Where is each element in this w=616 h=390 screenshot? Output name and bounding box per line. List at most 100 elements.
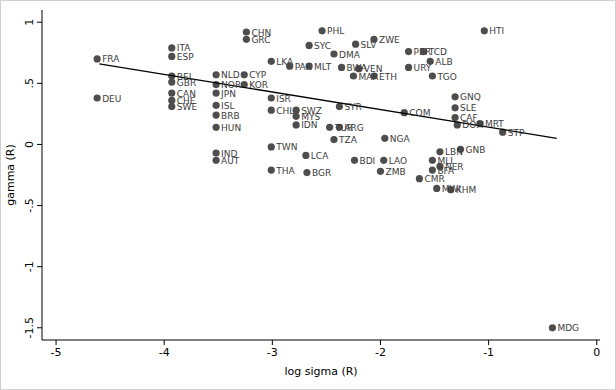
point-labels: FRADEUITAESPBELGBRCANCHESWENLDNORJPNISLB… (102, 26, 579, 333)
point (268, 143, 275, 150)
point (433, 185, 440, 192)
point-label: TCD (428, 47, 447, 57)
x-tick-label: -1 (483, 346, 494, 359)
point-label: MRT (485, 119, 504, 129)
point-label: ZWE (379, 35, 400, 45)
point-label: ISR (276, 94, 291, 104)
point-label: HUN (221, 123, 241, 133)
point-label: NLD (221, 70, 240, 80)
point (168, 53, 175, 60)
point (268, 94, 275, 101)
point-label: LKA (276, 57, 294, 67)
point (302, 152, 309, 159)
point-label: TWN (275, 142, 297, 152)
y-tick-label: 1 (23, 19, 36, 26)
y-tick (37, 266, 42, 267)
point-label: GNB (466, 145, 486, 155)
y-tick-label: -1.5 (23, 317, 36, 338)
x-axis (42, 340, 600, 341)
point (451, 114, 458, 121)
point-label: BRB (221, 111, 240, 121)
point-label: KHM (456, 185, 476, 195)
point-label: GBR (177, 78, 196, 88)
x-tick-label: -4 (159, 346, 170, 359)
point (380, 157, 387, 164)
point (429, 167, 436, 174)
point (293, 121, 300, 128)
point (94, 55, 101, 62)
point-label: SLV (361, 40, 378, 50)
point (213, 71, 220, 78)
point-label: TUR (334, 123, 353, 133)
point-label: LCA (311, 151, 329, 161)
point-label: GNQ (460, 92, 481, 102)
y-tick-label: -.5 (23, 198, 36, 212)
point-label: DEU (102, 94, 121, 104)
x-tick-label: -2 (375, 346, 386, 359)
point-label: COM (409, 108, 430, 118)
point (326, 124, 333, 131)
point-label: CAF (460, 113, 478, 123)
point (481, 27, 488, 34)
point-label: AUT (221, 156, 240, 166)
point (268, 107, 275, 114)
point (243, 28, 250, 35)
point-label: JPN (220, 89, 236, 99)
point-label: ETH (379, 72, 397, 82)
y-axis-title: gamma (R) (4, 144, 17, 206)
point-label: FRA (102, 54, 120, 64)
point-label: PAK (295, 62, 313, 72)
point-label: SLE (460, 103, 477, 113)
point (429, 157, 436, 164)
point-label: BDI (360, 156, 376, 166)
point (436, 148, 443, 155)
point-label: HTI (489, 26, 504, 36)
point-label: GRC (251, 35, 270, 45)
point (241, 71, 248, 78)
point (213, 112, 220, 119)
point (303, 169, 310, 176)
point (168, 44, 175, 51)
y-tick (37, 327, 42, 328)
point (377, 168, 384, 175)
point (338, 64, 345, 71)
point (330, 50, 337, 57)
point-label: CHL (276, 106, 294, 116)
point-label: CYP (249, 70, 267, 80)
point (213, 102, 220, 109)
point-label: IDN (301, 120, 317, 130)
x-tick (380, 340, 381, 345)
point-label: SYR (344, 102, 361, 112)
point-label: BGR (312, 168, 331, 178)
point (381, 135, 388, 142)
point-label: TGO (436, 72, 457, 82)
chart: -5-4-3-2-10-1.5-1-.50.51log sigma (R)gam… (0, 0, 616, 390)
point (429, 72, 436, 79)
point-label: MLT (314, 62, 332, 72)
point (405, 48, 412, 55)
point (350, 72, 357, 79)
point-label: ALB (435, 57, 452, 67)
point (416, 175, 423, 182)
point (351, 157, 358, 164)
point (330, 136, 337, 143)
y-tick-label: -1 (23, 261, 36, 272)
point-label: THA (275, 166, 295, 176)
x-tick-label: 0 (593, 346, 600, 359)
point (318, 27, 325, 34)
point (168, 79, 175, 86)
point (213, 90, 220, 97)
point-label: DMA (339, 50, 361, 60)
y-tick (37, 144, 42, 145)
point (306, 42, 313, 49)
point-label: SWE (177, 102, 198, 112)
x-tick (164, 340, 165, 345)
point (168, 103, 175, 110)
point (451, 104, 458, 111)
point-label: KOR (249, 80, 268, 90)
point (549, 324, 556, 331)
point-label: LAO (389, 156, 407, 166)
y-tick (37, 83, 42, 84)
point-label: STP (508, 128, 525, 138)
y-tick (37, 205, 42, 206)
